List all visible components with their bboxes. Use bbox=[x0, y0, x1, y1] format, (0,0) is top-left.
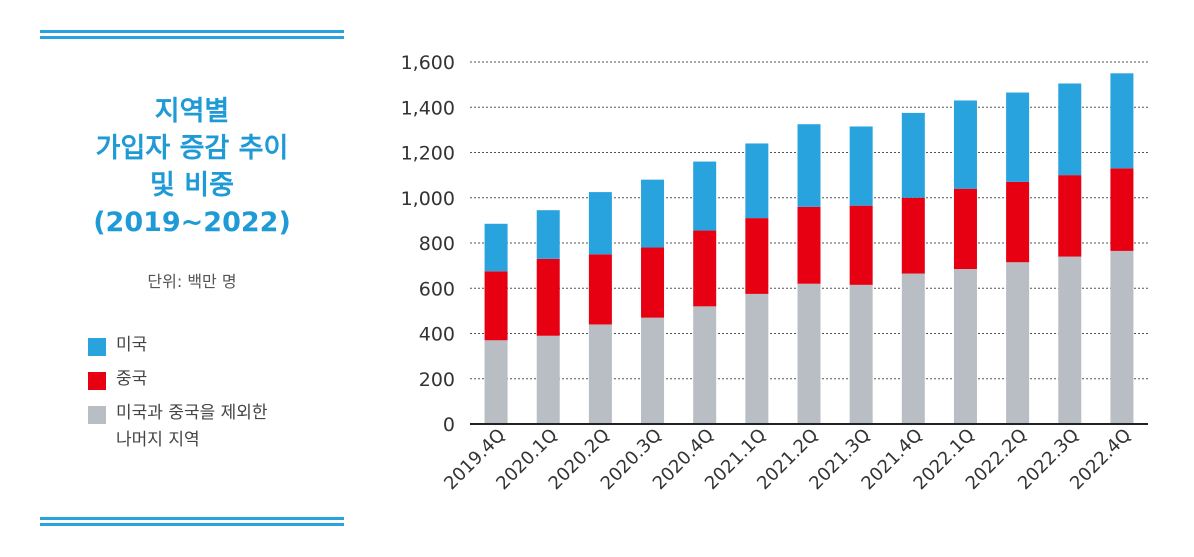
legend-item-usa: 미국 bbox=[88, 335, 147, 359]
bar-2020.1Q-series-2 bbox=[536, 210, 560, 259]
bar-2021.3Q-series-2 bbox=[849, 126, 873, 206]
legend-label-others-line1: 미국과 중국을 제외한 bbox=[116, 403, 268, 423]
bar-2022.3Q-series-0 bbox=[1058, 256, 1082, 424]
legend-label-usa: 미국 bbox=[116, 335, 148, 355]
bar-2022.2Q-series-2 bbox=[1006, 92, 1030, 182]
legend-swatch-others bbox=[88, 406, 106, 424]
bar-2021.1Q-series-0 bbox=[745, 293, 769, 424]
bar-2019.4Q-series-2 bbox=[484, 223, 508, 272]
bar-2022.4Q-series-1 bbox=[1110, 168, 1134, 251]
bar-2021.2Q-series-1 bbox=[797, 206, 821, 284]
y-tick-label-0: 0 bbox=[443, 414, 455, 436]
bar-2020.1Q-series-1 bbox=[536, 258, 560, 336]
bar-2022.1Q-series-1 bbox=[953, 188, 977, 270]
bar-2021.4Q-series-2 bbox=[901, 112, 925, 198]
y-tick-label-1000: 1,000 bbox=[401, 188, 455, 210]
bar-2021.2Q-series-2 bbox=[797, 124, 821, 207]
legend-label-china: 중국 bbox=[116, 369, 148, 389]
y-tick-label-800: 800 bbox=[419, 233, 455, 255]
bar-2022.2Q-series-1 bbox=[1006, 181, 1030, 263]
legend-label-others: 미국과 중국을 제외한 나머지 지역 bbox=[116, 400, 268, 454]
bar-2021.4Q-series-0 bbox=[901, 273, 925, 424]
bar-2020.4Q-series-0 bbox=[693, 306, 717, 424]
legend-swatch-china bbox=[88, 372, 106, 390]
legend-item-china: 중국 bbox=[88, 369, 147, 393]
top-rule bbox=[40, 30, 344, 40]
bar-2021.3Q-series-1 bbox=[849, 205, 873, 285]
y-tick-label-1600: 1,600 bbox=[401, 52, 455, 74]
legend-item-others: 미국과 중국을 제외한 나머지 지역 bbox=[88, 403, 268, 454]
bar-2020.3Q-series-1 bbox=[641, 247, 665, 318]
y-tick-label-200: 200 bbox=[419, 369, 455, 391]
bar-2020.2Q-series-0 bbox=[588, 324, 612, 424]
y-tick-label-600: 600 bbox=[419, 278, 455, 300]
title-line-3: 및 비중 bbox=[150, 170, 234, 201]
y-tick-label-1200: 1,200 bbox=[401, 143, 455, 165]
bar-2020.2Q-series-1 bbox=[588, 254, 612, 325]
bar-2021.3Q-series-0 bbox=[849, 284, 873, 424]
y-tick-label-1400: 1,400 bbox=[401, 97, 455, 119]
title-line-1: 지역별 bbox=[154, 96, 230, 127]
title-line-2: 가입자 증감 추이 bbox=[95, 133, 289, 164]
bar-2022.3Q-series-1 bbox=[1058, 175, 1082, 257]
bar-2021.1Q-series-1 bbox=[745, 218, 769, 294]
bar-2020.3Q-series-0 bbox=[641, 317, 665, 424]
bar-2020.3Q-series-2 bbox=[641, 179, 665, 248]
bar-2022.4Q-series-2 bbox=[1110, 73, 1134, 169]
bar-2020.4Q-series-2 bbox=[693, 161, 717, 231]
panel-title: 지역별 가입자 증감 추이 및 비중 (2019~2022) bbox=[40, 93, 344, 241]
legend-swatch-usa bbox=[88, 338, 106, 356]
y-tick-label-400: 400 bbox=[419, 324, 455, 346]
title-line-4: (2019~2022) bbox=[93, 207, 291, 238]
bar-2022.2Q-series-0 bbox=[1006, 262, 1030, 424]
bar-2019.4Q-series-1 bbox=[484, 271, 508, 341]
bar-2020.4Q-series-1 bbox=[693, 230, 717, 307]
bottom-rule bbox=[40, 517, 344, 527]
bar-2022.3Q-series-2 bbox=[1058, 83, 1082, 176]
bar-2020.2Q-series-2 bbox=[588, 192, 612, 255]
bar-2022.1Q-series-0 bbox=[953, 269, 977, 424]
bar-2021.4Q-series-1 bbox=[901, 197, 925, 274]
bar-2019.4Q-series-0 bbox=[484, 340, 508, 424]
bar-2022.1Q-series-2 bbox=[953, 100, 977, 189]
bar-2021.1Q-series-2 bbox=[745, 143, 769, 219]
legend-label-others-line2: 나머지 지역 bbox=[116, 430, 200, 450]
unit-note: 단위: 백만 명 bbox=[147, 272, 237, 291]
bar-2022.4Q-series-0 bbox=[1110, 250, 1134, 424]
bar-2020.1Q-series-0 bbox=[536, 335, 560, 424]
bar-2021.2Q-series-0 bbox=[797, 283, 821, 424]
